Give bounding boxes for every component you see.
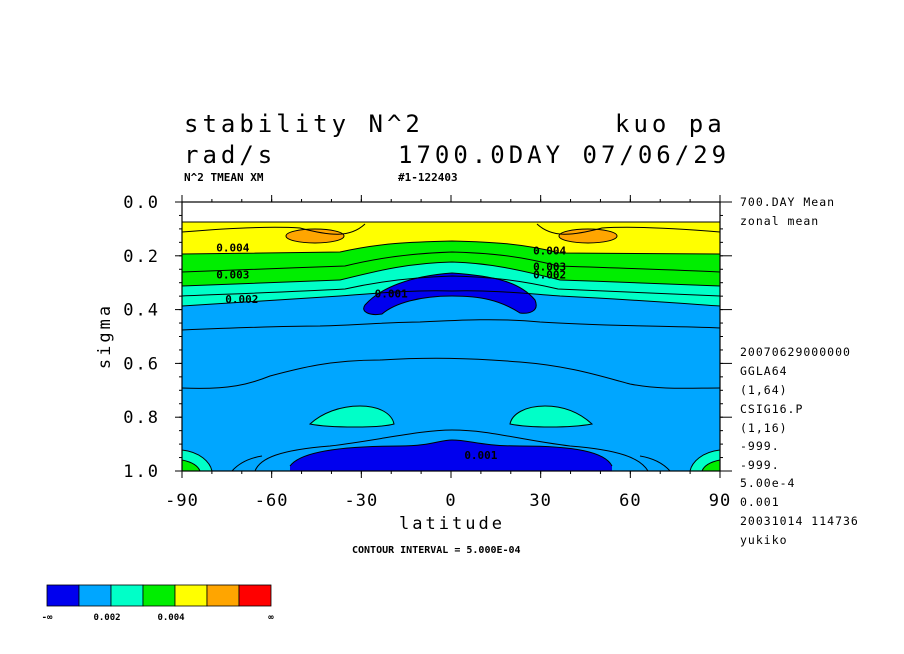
- band-0.005-0.006-left: [286, 229, 344, 243]
- contour-lines: [182, 221, 720, 471]
- contour-label: 0.001: [375, 287, 408, 300]
- band-lt-0.001-upper: [363, 273, 537, 315]
- y-tick-label: 0.6: [123, 354, 160, 374]
- contour-label: 0.003: [216, 269, 249, 282]
- side-info-10: 20031014 114736: [740, 514, 859, 528]
- title-line1-left: stability N^2: [184, 110, 424, 138]
- y-tick-label: 0.8: [123, 408, 160, 428]
- x-tick-label: -60: [255, 491, 289, 511]
- colorbar-swatch: [142, 584, 176, 607]
- side-info-2: GGLA64: [740, 364, 788, 378]
- contour-label: 0.004: [533, 244, 566, 257]
- side-info-8: 5.00e-4: [740, 476, 796, 490]
- contour-label: 0.004: [216, 242, 249, 255]
- subtitle-right: #1-122403: [398, 171, 458, 184]
- colorbar-label: -∞: [42, 613, 53, 623]
- axes: -90 -60 -30 0 30 60 90 0.0 0.2 0.4 0.6 0.8 1.0: [123, 193, 732, 511]
- colorbar-swatch: [110, 584, 144, 607]
- x-tick-label: -90: [165, 491, 199, 511]
- title-line1-right: kuo pa: [615, 110, 726, 138]
- colorbar-swatch: [78, 584, 112, 607]
- contour-label: 0.001: [464, 449, 497, 462]
- contour-interval-label: CONTOUR INTERVAL = 5.000E-04: [352, 545, 521, 556]
- side-info-1: 20070629000000: [740, 345, 851, 359]
- x-tick-label: 0: [445, 491, 456, 511]
- y-axis-title: sigma: [95, 303, 115, 369]
- side-info-top-2: zonal mean: [740, 214, 820, 228]
- side-info-top-1: 700.DAY Mean: [740, 195, 836, 209]
- side-info-7: -999.: [740, 458, 780, 472]
- y-tick-label: 0.4: [123, 301, 160, 321]
- contour-label: 0.003: [533, 261, 566, 274]
- colorbar-label: 0.002: [93, 613, 120, 623]
- side-info-11: yukiko: [740, 533, 788, 547]
- contour-label: 0.002: [225, 293, 258, 306]
- band-polar-right-inner: [702, 460, 720, 471]
- x-tick-label: 60: [619, 491, 641, 511]
- colorbar-label: ∞: [268, 613, 274, 623]
- x-tick-label: 30: [529, 491, 551, 511]
- side-info-4: CSIG16.P: [740, 402, 804, 416]
- band-lt-0.001-surface: [290, 440, 612, 471]
- subtitle-left: N^2 TMEAN XM: [184, 171, 264, 184]
- side-info-9: 0.001: [740, 495, 780, 509]
- contour-label: 0.002: [533, 269, 566, 282]
- colorbar-swatch: [174, 584, 208, 607]
- y-tick-label: 0.0: [123, 193, 160, 213]
- side-info-3: (1,64): [740, 383, 788, 397]
- y-tick-label: 0.2: [123, 247, 160, 267]
- y-tick-label: 1.0: [123, 462, 160, 482]
- contour-fills: [182, 202, 720, 471]
- band-0.005-0.006-right: [559, 229, 617, 243]
- x-axis-title: latitude: [399, 514, 505, 534]
- side-info-6: -999.: [740, 439, 780, 453]
- x-tick-label: 90: [709, 491, 731, 511]
- colorbar-swatch: [206, 584, 240, 607]
- x-tick-label: -30: [344, 491, 378, 511]
- band-0.002-0.003-mid-left: [310, 406, 394, 427]
- title-line2-left: rad/s: [184, 141, 277, 169]
- top-blank: [182, 202, 720, 222]
- side-info-5: (1,16): [740, 421, 788, 435]
- band-polar-left-inner: [182, 460, 200, 471]
- colorbar-swatch: [46, 584, 80, 607]
- colorbar-label: 0.004: [157, 613, 185, 623]
- colorbar: -∞ 0.002 0.004 ∞: [42, 584, 274, 623]
- title-line2-right: 1700.0DAY 07/06/29: [398, 141, 731, 169]
- colorbar-swatch: [238, 584, 272, 607]
